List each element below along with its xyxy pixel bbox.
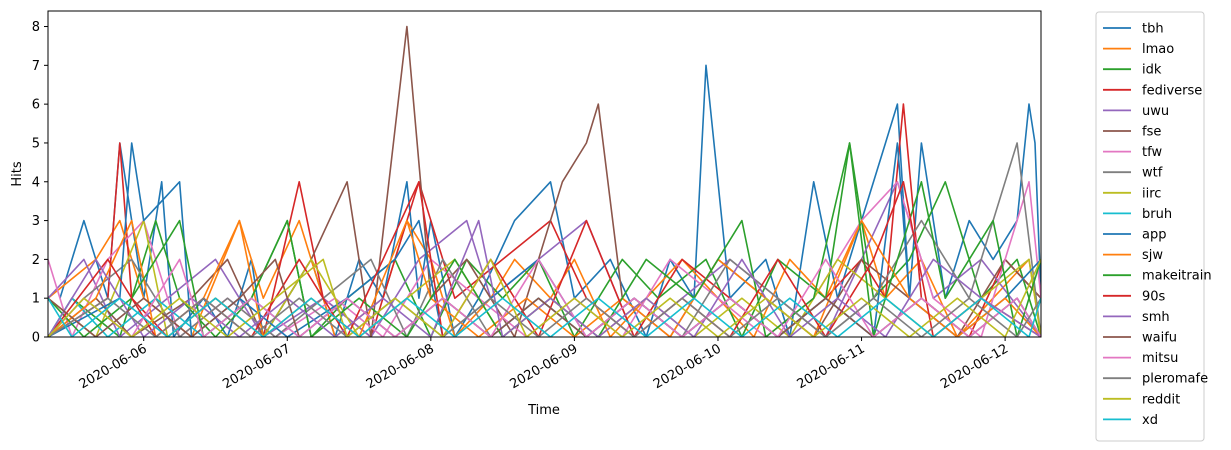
legend-label-iirc: iirc — [1142, 186, 1161, 201]
legend-label-tfw: tfw — [1142, 145, 1162, 160]
x-axis-title: Time — [527, 403, 560, 418]
legend-label-90s: 90s — [1142, 289, 1166, 304]
y-tick-label: 6 — [32, 98, 40, 113]
y-tick-label: 4 — [32, 175, 40, 190]
legend-label-reddit: reddit — [1142, 392, 1180, 407]
legend-frame — [1095, 11, 1205, 442]
x-tick-label: 2020-06-12 — [938, 341, 1011, 392]
legend-label-app: app — [1142, 228, 1166, 243]
x-tick-label: 2020-06-10 — [651, 341, 724, 392]
series-line-app — [48, 142, 1041, 337]
plot-frame — [47, 10, 1042, 338]
legend-label-mitsu: mitsu — [1142, 351, 1178, 366]
legend-label-smh: smh — [1142, 310, 1170, 325]
legend-label-tbh: tbh — [1142, 22, 1164, 37]
x-tick-label: 2020-06-06 — [77, 341, 150, 392]
series-line-reddit — [48, 258, 1041, 337]
y-tick-label: 5 — [32, 136, 40, 151]
legend-label-lmao: lmao — [1142, 42, 1174, 57]
x-tick-label: 2020-06-08 — [364, 341, 437, 392]
x-tick-label: 2020-06-11 — [795, 341, 868, 392]
y-tick-label: 2 — [32, 253, 40, 268]
series-layer — [48, 25, 1041, 337]
legend-label-makeitrain: makeitrain — [1142, 269, 1212, 284]
legend-label-bruh: bruh — [1142, 207, 1172, 222]
legend-label-uwu: uwu — [1142, 104, 1169, 119]
series-line-pleromafe — [48, 297, 1041, 337]
y-axis-title: Hits — [10, 161, 25, 186]
series-line-xd — [48, 297, 1041, 337]
x-tick-label: 2020-06-09 — [507, 341, 580, 392]
x-axis: 2020-06-06 2020-06-07 2020-06-08 2020-06-09… — [77, 337, 1011, 392]
y-tick-label: 0 — [32, 331, 40, 346]
legend-label-pleromafe: pleromafe — [1142, 372, 1208, 387]
legend-label-wtf: wtf — [1142, 166, 1163, 181]
y-tick-label: 3 — [32, 214, 40, 229]
x-tick-label: 2020-06-07 — [220, 341, 293, 392]
y-tick-label: 1 — [32, 292, 40, 307]
legend-label-idk: idk — [1142, 63, 1162, 78]
legend-label-sjw: sjw — [1142, 248, 1163, 263]
legend-label-fse: fse — [1142, 125, 1161, 140]
y-tick-label: 8 — [32, 20, 40, 35]
legend: tbh lmao idk fediverse uwu fse tfw wtf iirc bruh a… — [1095, 11, 1212, 442]
y-tick-label: 7 — [32, 59, 40, 74]
legend-label-xd: xd — [1142, 413, 1158, 428]
legend-label-fediverse: fediverse — [1142, 83, 1202, 98]
legend-label-waifu: waifu — [1142, 331, 1177, 346]
y-axis: 0 1 2 3 4 5 6 7 8 — [32, 20, 48, 346]
